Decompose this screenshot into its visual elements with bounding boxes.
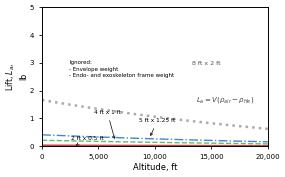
Text: Ignored:
- Envelope weight
- Endo- and exoskeleton frame weight: Ignored: - Envelope weight - Endo- and e… bbox=[69, 60, 174, 78]
Text: 8 ft x 2 ft: 8 ft x 2 ft bbox=[192, 61, 221, 66]
Y-axis label: Lift, $L_a$,
lb: Lift, $L_a$, lb bbox=[5, 62, 28, 91]
Text: 5 ft x 1.25 ft: 5 ft x 1.25 ft bbox=[139, 118, 175, 135]
Text: 4 ft x 1 ft: 4 ft x 1 ft bbox=[94, 110, 121, 138]
X-axis label: Altitude, ft: Altitude, ft bbox=[133, 163, 177, 172]
Text: $L_a = V(\rho_{air} - \rho_{He})$: $L_a = V(\rho_{air} - \rho_{He})$ bbox=[196, 95, 254, 105]
Text: 2 ft x 0.5 ft: 2 ft x 0.5 ft bbox=[71, 136, 103, 145]
